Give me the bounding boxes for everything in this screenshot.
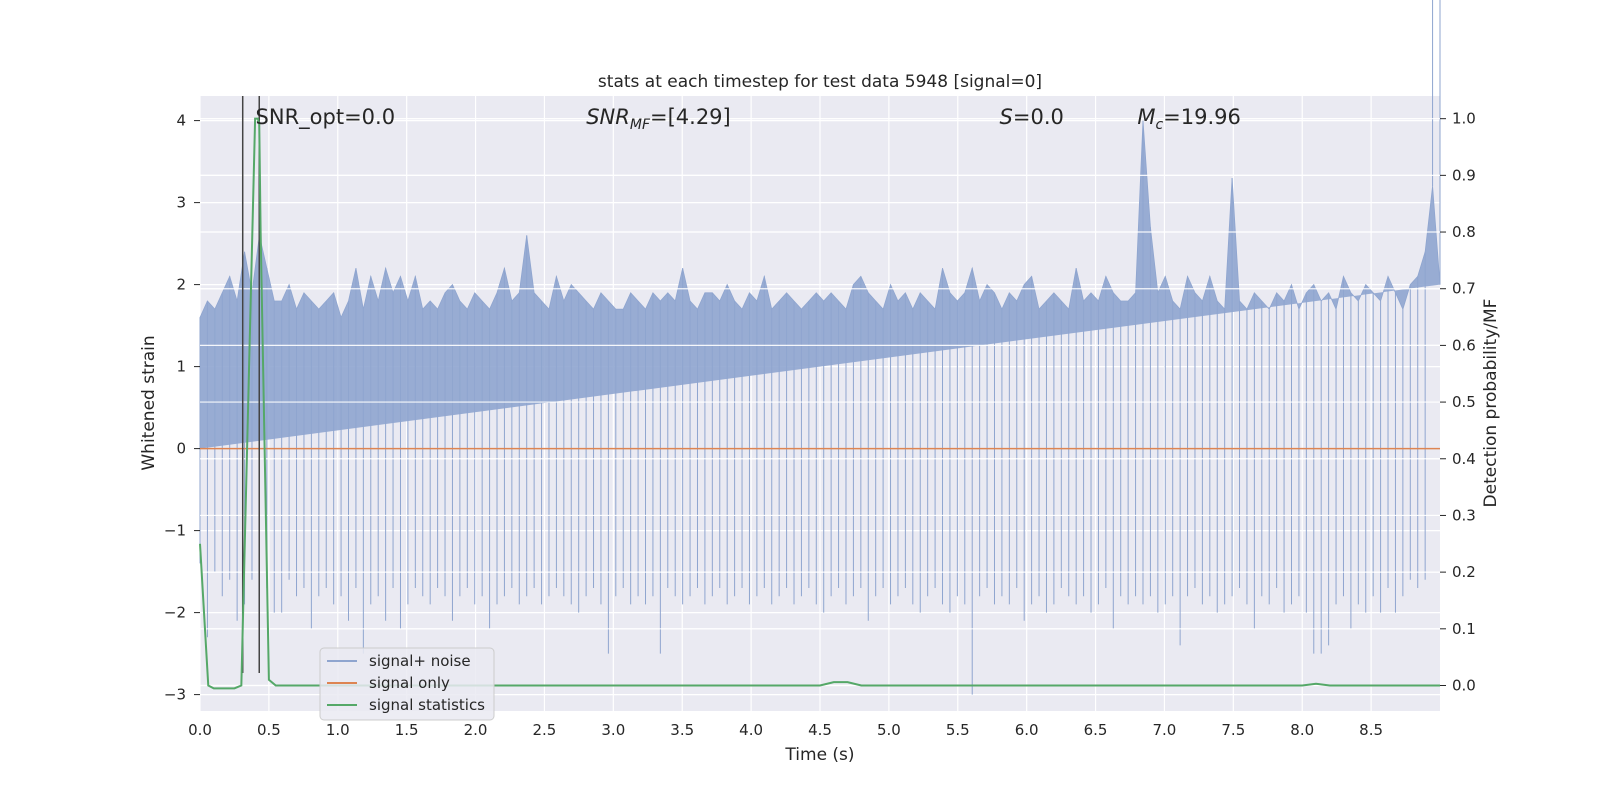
y2-axis-label: Detection probability/MF: [1481, 299, 1501, 508]
y-tick-label: −3: [164, 686, 186, 704]
chart-title: stats at each timestep for test data 594…: [598, 72, 1042, 92]
x-tick-label: 4.0: [739, 721, 763, 739]
y2-tick-label: 1.0: [1452, 110, 1476, 128]
x-tick-label: 3.0: [601, 721, 625, 739]
x-tick-label: 6.5: [1084, 721, 1108, 739]
annotation-text: Mc=19.96: [1137, 105, 1241, 133]
annotation-main: SNR: [586, 105, 630, 129]
y2-tick-label: 0.9: [1452, 166, 1476, 184]
legend-label-signal-statistics: signal statistics: [369, 696, 485, 714]
annotation-text: SNR_opt=0.0: [256, 105, 396, 130]
annotation-value: =0.0: [1013, 105, 1064, 129]
y-tick-label: 3: [176, 194, 186, 212]
y2-tick-label: 0.2: [1452, 563, 1476, 581]
y2-tick-label: 0.3: [1452, 506, 1476, 524]
series-lines: [199, 96, 1440, 690]
x-tick-label: 8.5: [1359, 721, 1383, 739]
y-tick-label: 0: [176, 440, 186, 458]
x-tick-label: 1.0: [326, 721, 350, 739]
x-tick-label: 1.5: [395, 721, 419, 739]
y2-tick-label: 0.4: [1452, 450, 1476, 468]
x-tick-label: 4.5: [808, 721, 832, 739]
annotations: SNR_opt=0.0 SNRMF=[4.29] S=0.0 Mc=19.96: [256, 105, 1241, 133]
x-axis-label: Time (s): [784, 745, 854, 765]
annotation-value: =19.96: [1163, 105, 1241, 129]
x-tick-labels: 0.0 0.5 1.0 1.5 2.0 2.5 3.0 3.5 4.0 4.5 5.0 5.5 6.0 6…: [188, 721, 1383, 739]
y2-tick-labels: 0.0 0.1 0.2 0.3 0.4 0.5 0.6 0.7 0.8 0.9 1.0: [1440, 110, 1476, 694]
x-tick-label: 0.5: [257, 721, 281, 739]
y-tick-label: 2: [176, 276, 186, 294]
legend-label-signal-only: signal only: [369, 674, 450, 692]
y2-tick-label: 0.8: [1452, 223, 1476, 241]
x-tick-label: 6.0: [1015, 721, 1039, 739]
annotation-main: SNR_opt=0.0: [256, 105, 396, 130]
y-tick-label: −1: [164, 522, 186, 540]
y-tick-labels: −3 −2 −1 0 1 2 3 4: [164, 112, 200, 704]
x-tick-label: 3.5: [670, 721, 694, 739]
y2-tick-label: 0.7: [1452, 280, 1476, 298]
y2-tick-label: 0.0: [1452, 676, 1476, 694]
legend: signal+ noise signal only signal statist…: [319, 647, 495, 721]
y-tick-label: −2: [164, 604, 186, 622]
y-tick-label: 4: [176, 112, 186, 130]
x-tick-label: 5.5: [946, 721, 970, 739]
y-tick-label: 1: [176, 358, 186, 376]
legend-box: [319, 647, 495, 721]
annotation-text: SNRMF=[4.29]: [586, 105, 731, 133]
annotation-value: =[4.29]: [650, 105, 731, 129]
x-tick-label: 7.0: [1153, 721, 1177, 739]
x-tick-label: 7.5: [1221, 721, 1245, 739]
series-signal-noise: [199, 0, 1441, 695]
series-line-signal-statistics: [199, 117, 1440, 690]
annotation-subscript: MF: [630, 117, 651, 133]
y-axis-label: Whitened strain: [139, 335, 159, 470]
annotation-subscript: c: [1155, 117, 1163, 133]
x-tick-label: 2.5: [533, 721, 557, 739]
x-tick-label: 8.0: [1290, 721, 1314, 739]
x-tick-label: 5.0: [877, 721, 901, 739]
y2-tick-label: 0.5: [1452, 393, 1476, 411]
y2-tick-label: 0.6: [1452, 336, 1476, 354]
x-tick-label: 2.0: [464, 721, 488, 739]
y2-tick-label: 0.1: [1452, 620, 1476, 638]
legend-label-signal-noise: signal+ noise: [369, 652, 471, 670]
annotation-main: M: [1137, 105, 1155, 129]
annotation-main: S: [1000, 105, 1013, 129]
annotation-text: S=0.0: [1000, 105, 1064, 129]
x-tick-label: 0.0: [188, 721, 212, 739]
